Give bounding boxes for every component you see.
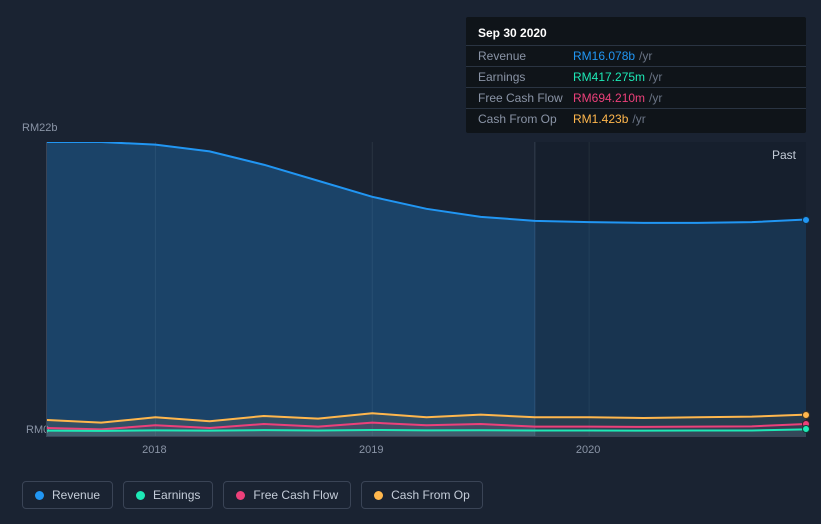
tooltip-metric-suffix: /yr (639, 49, 652, 63)
tooltip-rows: RevenueRM16.078b/yrEarningsRM417.275m/yr… (466, 45, 806, 129)
legend-dot-icon (35, 491, 44, 500)
tooltip-date: Sep 30 2020 (466, 21, 806, 45)
tooltip-row: RevenueRM16.078b/yr (466, 45, 806, 66)
plot-area[interactable]: Past (46, 142, 806, 437)
tooltip-metric-value: RM16.078b (573, 49, 635, 63)
legend-toggle-earnings[interactable]: Earnings (123, 481, 213, 509)
legend-dot-icon (236, 491, 245, 500)
x-axis-labels: 2018 2019 2020 (46, 444, 806, 460)
legend-label: Free Cash Flow (253, 488, 338, 502)
legend-label: Revenue (52, 488, 100, 502)
chart-legend: Revenue Earnings Free Cash Flow Cash From O… (22, 481, 483, 509)
legend-toggle-cash_from_op[interactable]: Cash From Op (361, 481, 483, 509)
tooltip-metric-suffix: /yr (649, 70, 662, 84)
x-tick-label: 2020 (576, 444, 600, 456)
y-axis-max-label: RM22b (22, 122, 57, 134)
legend-dot-icon (136, 491, 145, 500)
tooltip-row: EarningsRM417.275m/yr (466, 66, 806, 87)
legend-label: Earnings (153, 488, 200, 502)
tooltip-row: Free Cash FlowRM694.210m/yr (466, 87, 806, 108)
chart-svg (47, 142, 806, 436)
past-label: Past (772, 148, 796, 162)
financials-chart: RM22b RM0 Past 201820192020 (16, 124, 806, 454)
x-tick-label: 2018 (142, 444, 166, 456)
tooltip-metric-label: Revenue (478, 49, 573, 63)
tooltip-metric-value: RM694.210m (573, 91, 645, 105)
tooltip-metric-suffix: /yr (649, 91, 662, 105)
legend-dot-icon (374, 491, 383, 500)
series-end-marker-earnings (802, 425, 810, 433)
x-tick-label: 2019 (359, 444, 383, 456)
legend-toggle-free_cash_flow[interactable]: Free Cash Flow (223, 481, 351, 509)
data-tooltip: Sep 30 2020 RevenueRM16.078b/yrEarningsR… (466, 17, 806, 133)
tooltip-metric-value: RM417.275m (573, 70, 645, 84)
series-end-marker-revenue (802, 216, 810, 224)
legend-label: Cash From Op (391, 488, 470, 502)
tooltip-metric-label: Earnings (478, 70, 573, 84)
legend-toggle-revenue[interactable]: Revenue (22, 481, 113, 509)
tooltip-metric-label: Free Cash Flow (478, 91, 573, 105)
series-end-marker-cash_from_op (802, 411, 810, 419)
